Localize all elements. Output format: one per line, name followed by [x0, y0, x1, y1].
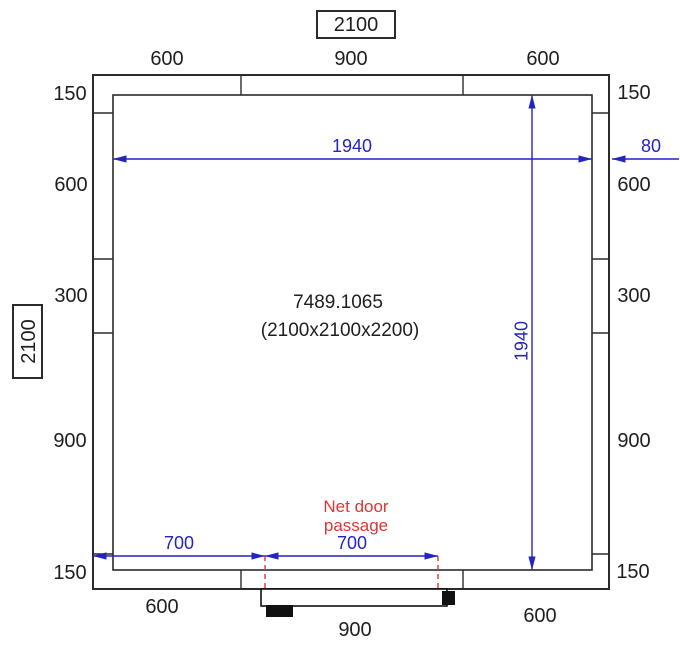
left-panel-dimensions: 150 600 300 900 150	[53, 83, 87, 584]
right-panel-dimensions: 150 600 300 900 150	[616, 82, 650, 583]
left-panel-dim-3: 300	[54, 285, 87, 307]
overall-width-label: 2100	[334, 14, 379, 36]
door-handle	[266, 605, 293, 617]
left-panel-dim-5: 150	[53, 562, 86, 584]
model-number-label: 7489.1065	[293, 292, 383, 313]
inner-width-dimension: 1940	[112, 136, 593, 163]
top-panel-dim-1: 600	[150, 48, 183, 70]
top-panel-dim-2: 900	[334, 48, 367, 70]
overall-width-frame	[316, 10, 396, 39]
right-panel-dim-2: 600	[617, 174, 650, 196]
door-passage-annotation: Net door passage	[264, 497, 439, 589]
overall-depth-label: 2100	[18, 319, 40, 364]
door-assembly	[260, 588, 455, 617]
door-note-line1: Net door	[323, 497, 389, 516]
bottom-panel-dim-2: 900	[338, 619, 371, 641]
right-panel-dim-1: 150	[617, 82, 650, 104]
left-panel-dim-1: 150	[53, 83, 86, 105]
door-offset-dim-label: 700	[164, 533, 194, 553]
door-note-line2: passage	[324, 516, 388, 535]
wall-thickness-dimension: 80	[611, 136, 679, 163]
bottom-panel-dim-1: 600	[145, 596, 178, 618]
right-panel-dim-5: 150	[616, 561, 649, 583]
room-identification: 7489.1065 (2100x2100x2200)	[261, 292, 419, 341]
top-panel-dimensions: 600 900 600	[150, 48, 559, 70]
top-panel-dim-3: 600	[526, 48, 559, 70]
right-panel-dim-3: 300	[617, 285, 650, 307]
door-passage-dimension: 700	[264, 533, 439, 560]
wall-thickness-dim-label: 80	[641, 136, 661, 156]
inner-depth-dimension: 1940	[511, 94, 536, 571]
door-offset-dimension: 700	[92, 533, 266, 560]
right-panel-dim-4: 900	[617, 430, 650, 452]
bottom-panel-dimensions: 600 900 600	[145, 596, 556, 641]
bottom-panel-dim-3: 600	[523, 605, 556, 627]
overall-depth-box: 2100	[12, 304, 43, 379]
overall-size-label: (2100x2100x2200)	[261, 320, 419, 341]
inner-width-dim-label: 1940	[332, 136, 372, 156]
door-leaf	[260, 588, 448, 607]
overall-width-box: 2100	[316, 10, 396, 39]
inner-depth-dim-label: 1940	[511, 321, 531, 361]
overall-depth-frame	[12, 304, 43, 379]
left-panel-dim-4: 900	[53, 430, 86, 452]
door-passage-dim-label: 700	[337, 533, 367, 553]
left-panel-dim-2: 600	[54, 174, 87, 196]
door-hinge	[442, 591, 455, 605]
